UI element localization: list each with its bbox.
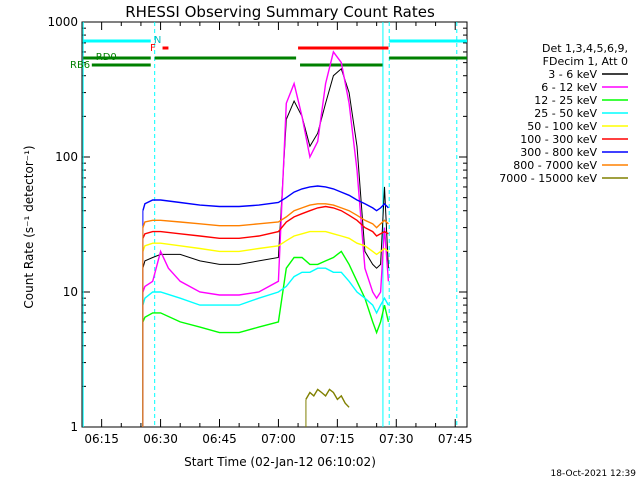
- y-axis-label: Count Rate (s⁻¹ detector⁻¹): [22, 145, 36, 308]
- plot-axes: 1 10 100 1000 06:15 06:30 06:45 07:00 07:15 07:30…: [47, 15, 472, 446]
- chart-title: RHESSI Observing Summary Count Rates: [125, 3, 435, 21]
- x-axis-label: Start Time (02-Jan-12 06:10:02): [184, 455, 376, 469]
- plot-frame: [81, 21, 468, 428]
- legend-label: 25 - 50 keV: [534, 107, 597, 120]
- y-tick-label: 10: [63, 285, 78, 299]
- legend-label: 100 - 300 keV: [520, 133, 597, 146]
- flag-label-f: F: [150, 43, 156, 54]
- series-line: [142, 267, 390, 315]
- series-line: [142, 203, 389, 229]
- legend-label: 7000 - 15000 keV: [499, 172, 597, 185]
- flag-label-n: N: [154, 35, 161, 46]
- legend-label: 3 - 6 keV: [548, 68, 597, 81]
- legend-label: 50 - 100 keV: [527, 120, 597, 133]
- y-tick-label: 100: [55, 150, 78, 164]
- legend-label: 12 - 25 keV: [534, 94, 597, 107]
- series-line: [142, 67, 389, 269]
- x-tick-label: 06:15: [84, 432, 119, 446]
- y-tick-label: 1: [70, 420, 78, 434]
- y-tick-label: 1000: [47, 15, 78, 29]
- x-tick-label: 06:30: [143, 432, 178, 446]
- x-tick-label: 07:45: [438, 432, 473, 446]
- legend-label: 800 - 7000 keV: [513, 159, 597, 172]
- series-line: [305, 388, 350, 408]
- flag-label-rb6: RB6: [70, 60, 90, 71]
- x-tick-label: 07:00: [261, 432, 296, 446]
- x-tick-label: 06:45: [202, 432, 237, 446]
- data-series: [142, 50, 390, 427]
- x-tick-label: 07:30: [379, 432, 414, 446]
- series-line: [142, 250, 390, 335]
- status-flags: NF RD0 RB6: [70, 22, 467, 427]
- flag-label-rd0: RD0: [96, 52, 117, 63]
- legend-header: Det 1,3,4,5,6,9,: [542, 42, 628, 55]
- legend: Det 1,3,4,5,6,9,FDecim 1, Att 03 - 6 keV…: [499, 42, 628, 185]
- footer-timestamp: 18-Oct-2021 12:39: [551, 469, 637, 479]
- series-line: [142, 230, 389, 256]
- series-line: [142, 185, 389, 212]
- x-tick-label: 07:15: [320, 432, 355, 446]
- series-line: [142, 50, 390, 300]
- legend-label: 300 - 800 keV: [520, 146, 597, 159]
- legend-label: 6 - 12 keV: [541, 81, 597, 94]
- legend-header: FDecim 1, Att 0: [543, 55, 628, 68]
- series-line: [142, 205, 389, 240]
